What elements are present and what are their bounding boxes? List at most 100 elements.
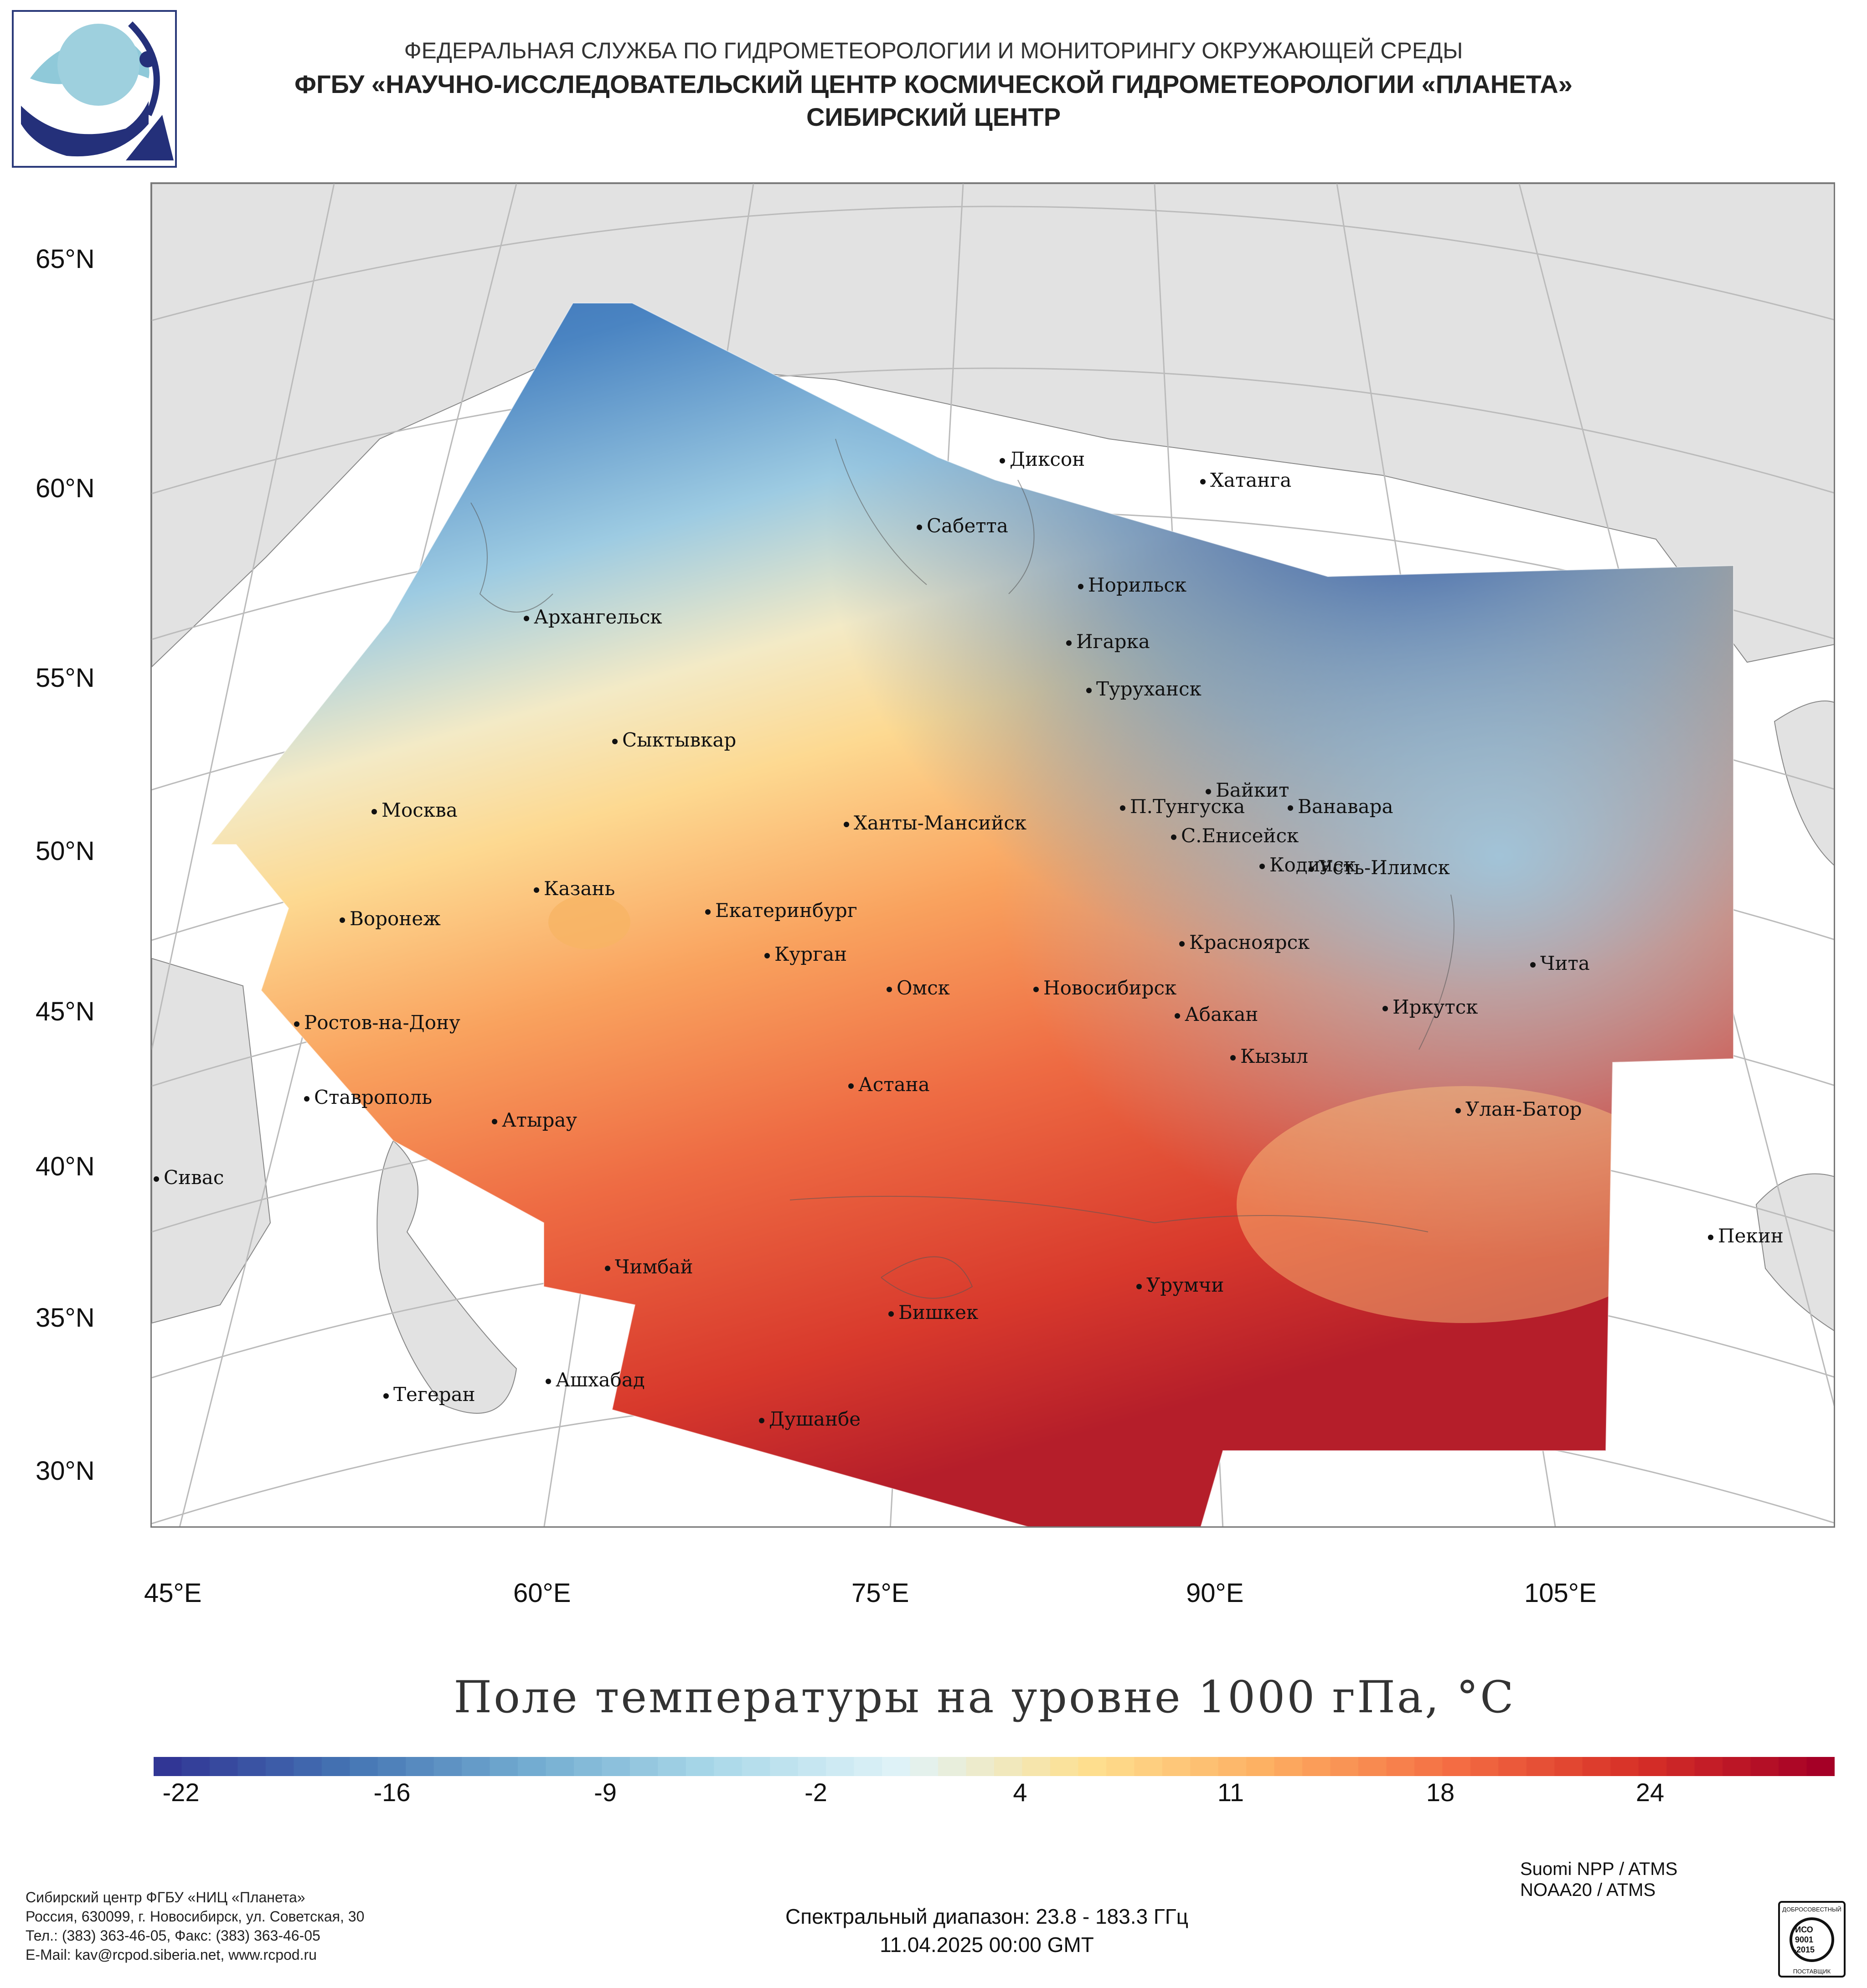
- city-label: Астана: [848, 1073, 930, 1096]
- temperature-map: Диксон Хатанга Сабетта Норильск Архангел…: [150, 182, 1835, 1528]
- colorbar-segment: [1582, 1757, 1611, 1776]
- colorbar-segment: [742, 1757, 770, 1776]
- header-center: СИБИРСКИЙ ЦЕНТР: [806, 103, 1061, 131]
- colorbar-segment: [1022, 1757, 1051, 1776]
- colorbar-segment: [1218, 1757, 1247, 1776]
- observation-datetime: 11.04.2025 00:00 GMT: [880, 1933, 1094, 1957]
- header-organization: ФЕДЕРАЛЬНАЯ СЛУЖБА ПО ГИДРОМЕТЕОРОЛОГИИ …: [404, 38, 1463, 63]
- sensor-line: Suomi NPP / ATMS: [1520, 1859, 1678, 1879]
- city-label: Ставрополь: [304, 1086, 432, 1108]
- colorbar-segment: [938, 1757, 967, 1776]
- colorbar-segment: [1330, 1757, 1359, 1776]
- city-label: Чимбай: [605, 1256, 693, 1278]
- city-label: Чита: [1530, 952, 1590, 974]
- footer-line: Тел.: (383) 363-46-05, Факс: (383) 363-4…: [26, 1927, 320, 1944]
- city-label: Красноярск: [1179, 931, 1310, 953]
- city-label: Архангельск: [524, 606, 662, 628]
- colorbar-segment: [350, 1757, 378, 1776]
- colorbar-segment: [798, 1757, 826, 1776]
- colorbar-segment: [181, 1757, 210, 1776]
- colorbar-segment: [237, 1757, 266, 1776]
- sensor-line: NOAA20 / ATMS: [1520, 1880, 1656, 1900]
- lon-label-45: 45°E: [144, 1578, 202, 1608]
- city-label: Новосибирск: [1033, 977, 1176, 999]
- colorbar-segment: [462, 1757, 490, 1776]
- sensor-info: Suomi NPP / ATMS NOAA20 / ATMS: [1520, 1859, 1677, 1900]
- city-label: Сыктывкар: [612, 729, 736, 751]
- colorbar-segment: [686, 1757, 714, 1776]
- lat-label-45: 45°N: [36, 997, 95, 1026]
- city-label: Ашхабад: [546, 1369, 645, 1391]
- city-label: Сивас: [154, 1166, 224, 1189]
- city-label: Усть-Илимск: [1309, 856, 1450, 879]
- colorbar-segment: [406, 1757, 434, 1776]
- colorbar-segment: [1806, 1757, 1835, 1776]
- colorbar-tick: -16: [373, 1778, 411, 1807]
- colorbar-segment: [209, 1757, 238, 1776]
- footer-contacts: Сибирский центр ФГБУ «НИЦ «Планета» Росс…: [26, 1888, 364, 1964]
- colorbar-segment: [1442, 1757, 1471, 1776]
- lat-label-35: 35°N: [36, 1303, 95, 1333]
- iso-top-text: ДОБРОСОВЕСТНЫЙ: [1782, 1906, 1841, 1913]
- colorbar-segment: [1414, 1757, 1443, 1776]
- colorbar-segment: [1694, 1757, 1723, 1776]
- colorbar-segment: [294, 1757, 322, 1776]
- colorbar-segment: [1358, 1757, 1387, 1776]
- colorbar-segment: [1498, 1757, 1527, 1776]
- colorbar-segment: [154, 1757, 182, 1776]
- temperature-colorbar: [154, 1757, 1835, 1776]
- colorbar-tick: 11: [1217, 1778, 1244, 1807]
- city-label: Байкит: [1206, 779, 1289, 801]
- lat-label-65: 65°N: [36, 244, 95, 274]
- colorbar-tick: 24: [1635, 1778, 1665, 1807]
- colorbar-segment: [1050, 1757, 1078, 1776]
- colorbar-segment: [377, 1757, 406, 1776]
- city-label: Пекин: [1708, 1225, 1784, 1247]
- city-label: Улан-Батор: [1455, 1098, 1582, 1120]
- city-label: Тегеран: [383, 1383, 475, 1406]
- colorbar-segment: [1554, 1757, 1583, 1776]
- iso-text: 9001: [1795, 1935, 1813, 1944]
- colorbar-segment: [321, 1757, 350, 1776]
- city-label: П.Тунгуска: [1120, 795, 1245, 818]
- colorbar-segment: [1302, 1757, 1331, 1776]
- footer-line: Сибирский центр ФГБУ «НИЦ «Планета»: [26, 1889, 305, 1906]
- colorbar-segment: [966, 1757, 995, 1776]
- colorbar-segment: [1470, 1757, 1499, 1776]
- colorbar-tick: 18: [1426, 1778, 1455, 1807]
- footer-line: Россия, 630099, г. Новосибирск, ул. Сове…: [26, 1908, 365, 1925]
- city-label: Сабетта: [917, 515, 1008, 537]
- city-label: Ростов-на-Дону: [294, 1011, 460, 1034]
- planeta-logo: [12, 10, 177, 168]
- city-label: Омск: [887, 977, 950, 999]
- colorbar-segment: [1638, 1757, 1667, 1776]
- colorbar-segment: [1162, 1757, 1191, 1776]
- colorbar-segment: [1190, 1757, 1219, 1776]
- colorbar-segment: [658, 1757, 686, 1776]
- lat-label-30: 30°N: [36, 1456, 95, 1486]
- map-title: Поле температуры на уровне 1000 гПа, °С: [454, 1672, 1516, 1723]
- colorbar-segment: [574, 1757, 603, 1776]
- colorbar-segment: [629, 1757, 658, 1776]
- iso-text: ИСО: [1795, 1925, 1813, 1934]
- city-label: Урумчи: [1136, 1274, 1224, 1296]
- colorbar-segment: [1610, 1757, 1639, 1776]
- colorbar-segment: [882, 1757, 911, 1776]
- colorbar-segment: [854, 1757, 882, 1776]
- lat-label-40: 40°N: [36, 1152, 95, 1181]
- city-label: Ханты-Мансийск: [844, 812, 1026, 834]
- city-label: Екатеринбург: [705, 899, 857, 922]
- city-label: Душанбе: [759, 1408, 861, 1430]
- city-label: Казань: [534, 877, 615, 900]
- colorbar-segment: [826, 1757, 855, 1776]
- colorbar-segment: [994, 1757, 1023, 1776]
- lon-label-60: 60°E: [513, 1578, 571, 1608]
- lat-label-60: 60°N: [36, 474, 95, 503]
- city-label: Иркутск: [1382, 996, 1478, 1018]
- iso-bottom-text: ПОСТАВЩИК: [1793, 1968, 1831, 1975]
- lat-label-50: 50°N: [36, 836, 95, 866]
- colorbar-segment: [433, 1757, 462, 1776]
- iso-certification-badge: ДОБРОСОВЕСТНЫЙ ИСО 9001 -2015 ПОСТАВЩИК: [1778, 1900, 1846, 1978]
- footer-line: E-Mail: kav@rcpod.siberia.net, www.rcpod…: [26, 1947, 317, 1963]
- colorbar-segment: [490, 1757, 518, 1776]
